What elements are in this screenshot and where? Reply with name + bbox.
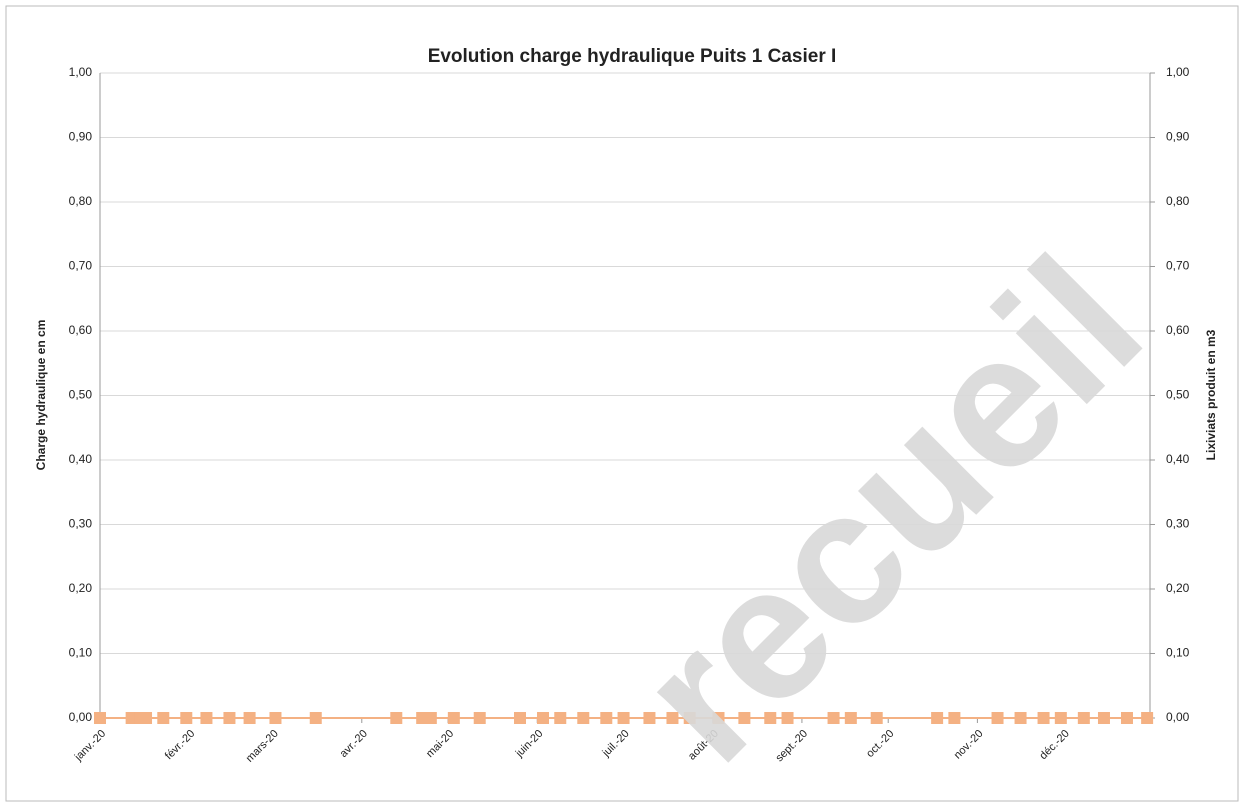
marker (870, 712, 883, 724)
marker (1014, 712, 1027, 724)
marker (712, 712, 725, 724)
marker (764, 712, 777, 724)
marker (827, 712, 840, 724)
marker (309, 712, 322, 724)
y-tick-label: 0,00 (69, 710, 93, 724)
marker (991, 712, 1004, 724)
marker (643, 712, 656, 724)
marker (1141, 712, 1154, 724)
marker (447, 712, 460, 724)
marker (1077, 712, 1090, 724)
y-tick-label: 0,30 (69, 517, 93, 531)
marker (200, 712, 213, 724)
y-tick-label: 0,50 (69, 388, 93, 402)
marker (666, 712, 679, 724)
marker (738, 712, 751, 724)
y-tick-label: 0,80 (69, 194, 93, 208)
marker (683, 712, 696, 724)
marker (577, 712, 590, 724)
marker (1120, 712, 1133, 724)
marker (948, 712, 961, 724)
marker (1097, 712, 1110, 724)
marker (473, 712, 486, 724)
y-tick-label: 0,40 (69, 452, 93, 466)
y2-tick-label: 0,00 (1166, 710, 1190, 724)
marker (931, 712, 944, 724)
y2-tick-label: 0,70 (1166, 259, 1190, 273)
y-tick-label: 0,10 (69, 646, 93, 660)
marker (424, 712, 437, 724)
y2-axis-label: Lixiviats produit en m3 (1204, 329, 1218, 460)
marker (617, 712, 630, 724)
marker (537, 712, 550, 724)
marker (269, 712, 282, 724)
y2-tick-label: 0,20 (1166, 581, 1190, 595)
y2-tick-label: 0,40 (1166, 452, 1190, 466)
y2-tick-label: 0,80 (1166, 194, 1190, 208)
marker (390, 712, 403, 724)
y-tick-label: 1,00 (69, 65, 93, 79)
y2-tick-label: 1,00 (1166, 65, 1190, 79)
marker (157, 712, 170, 724)
y-axis-label: Charge hydraulique en cm (34, 320, 48, 471)
y2-tick-label: 0,10 (1166, 646, 1190, 660)
y2-tick-label: 0,60 (1166, 323, 1190, 337)
marker (844, 712, 857, 724)
marker (243, 712, 256, 724)
marker (94, 712, 106, 724)
marker (180, 712, 193, 724)
y-tick-label: 0,20 (69, 581, 93, 595)
y-tick-label: 0,90 (69, 130, 93, 144)
y2-tick-label: 0,30 (1166, 517, 1190, 531)
marker (140, 712, 153, 724)
y2-tick-label: 0,50 (1166, 388, 1190, 402)
marker (125, 712, 138, 724)
marker (223, 712, 236, 724)
marker (600, 712, 613, 724)
chart-border (5, 5, 1239, 802)
y-tick-label: 0,70 (69, 259, 93, 273)
marker (514, 712, 526, 724)
marker (1054, 712, 1067, 724)
marker (554, 712, 567, 724)
chart-title: Evolution charge hydraulique Puits 1 Cas… (428, 46, 837, 67)
marker (1037, 712, 1050, 724)
marker (781, 712, 794, 724)
y-tick-label: 0,60 (69, 323, 93, 337)
y2-tick-label: 0,90 (1166, 130, 1190, 144)
